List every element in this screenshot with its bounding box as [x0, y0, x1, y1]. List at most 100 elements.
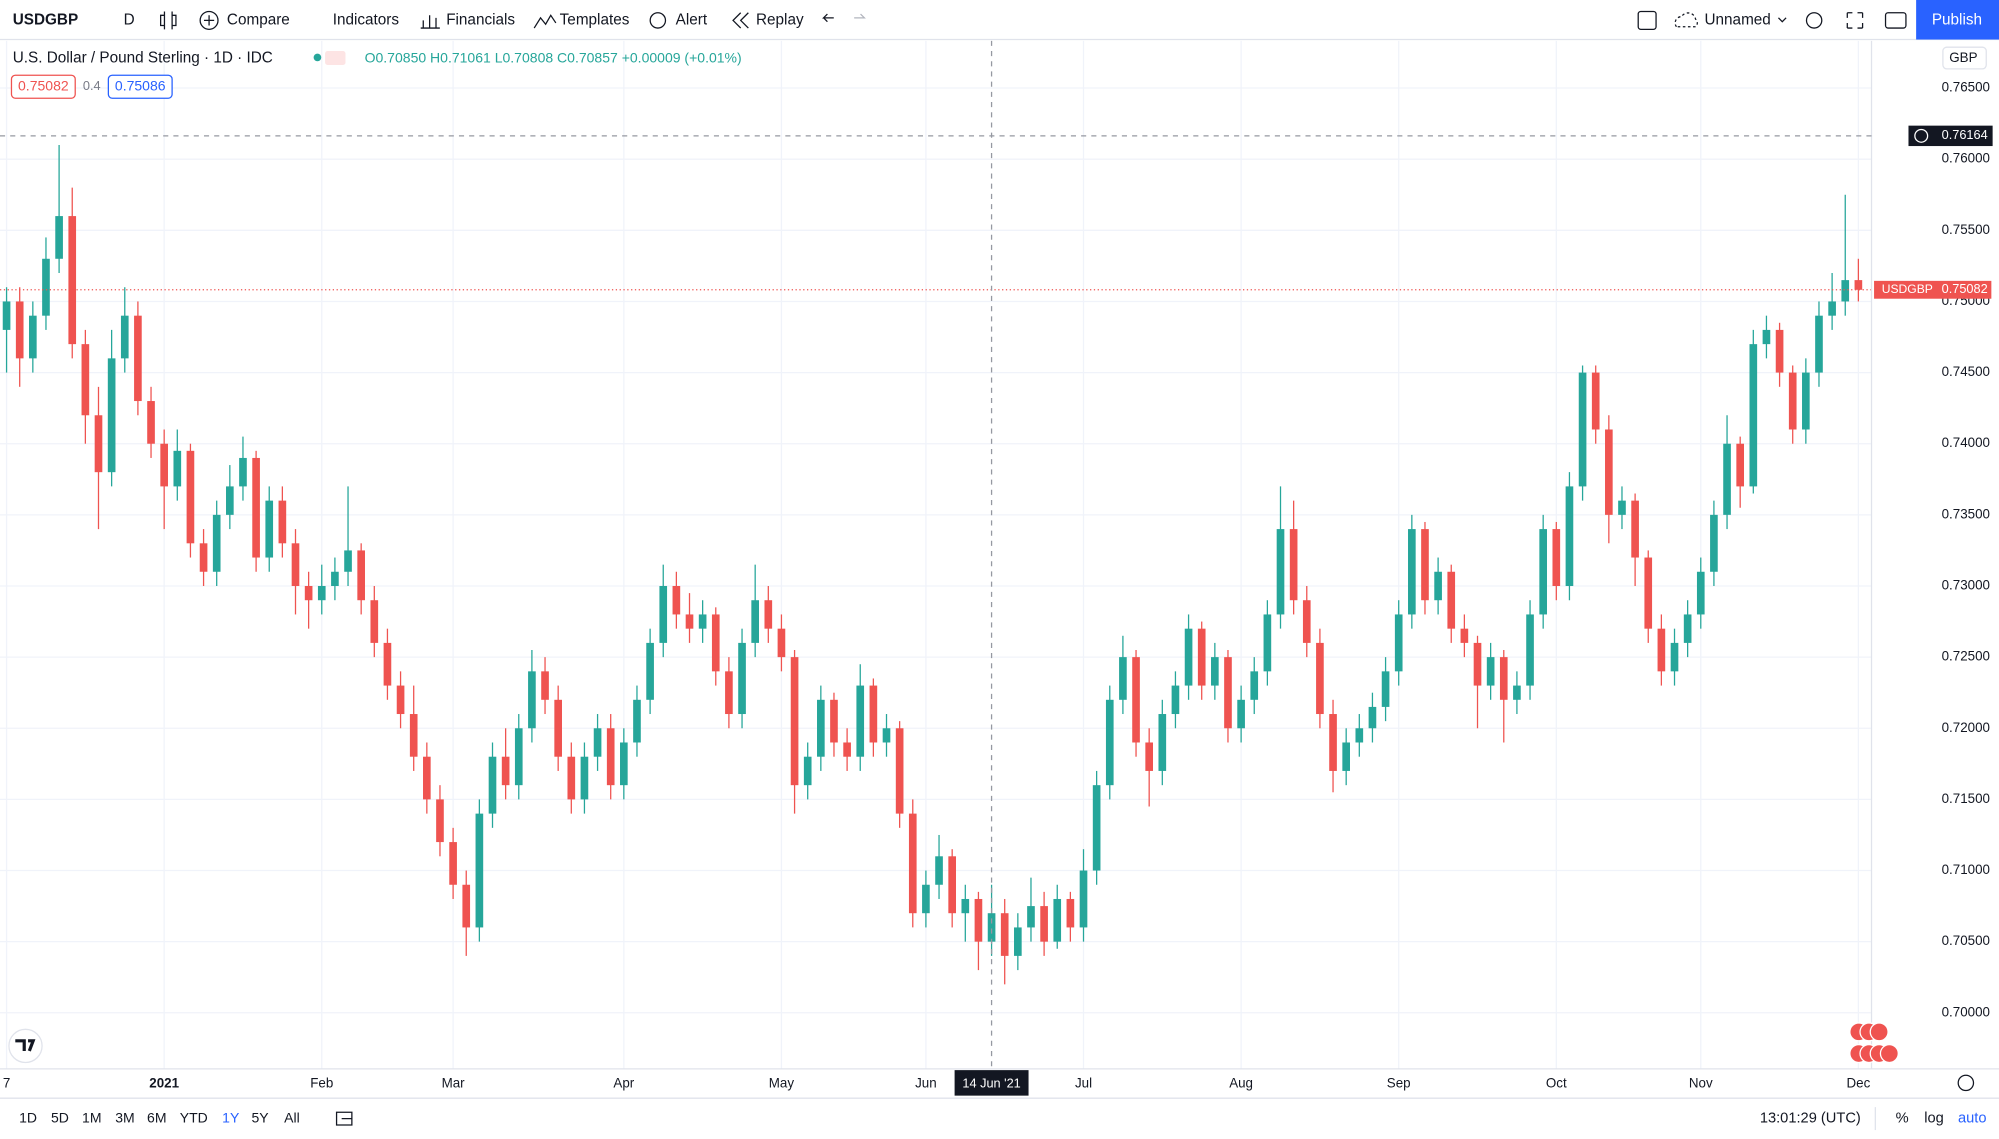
candle-body — [1802, 372, 1810, 430]
candle-body — [1736, 443, 1745, 487]
candle-body — [606, 728, 615, 786]
candle-body — [120, 315, 129, 359]
candle-body — [659, 585, 668, 643]
layout-caret[interactable] — [1777, 17, 1787, 23]
financials-icon[interactable] — [420, 15, 440, 29]
templates-icon[interactable] — [533, 14, 557, 29]
range-button[interactable]: 3M — [115, 1109, 134, 1125]
currency-box[interactable] — [1942, 46, 1987, 70]
range-button[interactable]: 5D — [51, 1109, 69, 1125]
chart-type-icon[interactable] — [159, 11, 177, 30]
toolbar-button[interactable]: Compare — [227, 11, 290, 28]
range-button[interactable]: 1Y — [222, 1109, 240, 1125]
range-button[interactable]: All — [284, 1109, 300, 1125]
candle-body — [160, 443, 168, 487]
candle-body — [1631, 500, 1639, 558]
toolbar-button[interactable]: Alert — [676, 11, 708, 28]
snapshot-icon[interactable] — [1884, 12, 1907, 29]
candle-body — [199, 543, 208, 572]
candle-body — [554, 699, 562, 757]
crosshair-plus[interactable] — [1914, 128, 1929, 143]
layout-icon[interactable] — [1637, 10, 1657, 30]
candle-body — [1670, 642, 1679, 672]
x-tick-label: Jul — [1075, 1076, 1092, 1091]
undo-icon[interactable] — [822, 13, 834, 23]
bid-box[interactable] — [10, 74, 76, 99]
candle-body — [226, 486, 234, 515]
scale-button[interactable]: % — [1896, 1110, 1909, 1126]
candle-body — [633, 699, 641, 743]
y-tick-label: 0.73500 — [1942, 506, 1990, 521]
candle-body — [1316, 642, 1324, 715]
candle-body — [1526, 614, 1534, 686]
range-button[interactable]: YTD — [180, 1109, 208, 1125]
events — [1849, 1022, 1899, 1064]
candle-body — [370, 600, 379, 643]
ask-box[interactable] — [107, 74, 173, 99]
candle-body — [107, 358, 116, 473]
candle-body — [580, 756, 589, 800]
settings-icon[interactable] — [1805, 12, 1823, 29]
candle-body — [1368, 706, 1377, 729]
symbol[interactable]: USDGBP — [13, 11, 78, 28]
candle-body — [291, 543, 300, 586]
scale-button[interactable]: log — [1924, 1110, 1944, 1126]
candle-body — [1513, 685, 1521, 700]
toolbar — [0, 0, 1999, 40]
candle-body — [711, 614, 720, 672]
candle-body — [396, 685, 405, 715]
range-button[interactable]: 6M — [147, 1109, 166, 1125]
toolbar-button[interactable]: Financials — [446, 11, 515, 28]
alert-icon[interactable] — [649, 12, 667, 29]
candle-body — [777, 628, 786, 658]
interval[interactable]: D — [124, 11, 135, 28]
replay-icon[interactable] — [732, 12, 749, 29]
candle-body — [869, 685, 878, 743]
candle-body — [1644, 557, 1653, 629]
scale-button[interactable]: auto — [1958, 1110, 1987, 1126]
toolbar-button[interactable]: Indicators — [333, 11, 400, 28]
candle-body — [646, 642, 654, 700]
ask[interactable]: 0.75086 — [115, 77, 166, 93]
candle-body — [1473, 642, 1482, 686]
publish-button[interactable] — [1916, 0, 1999, 40]
candle-body — [1762, 329, 1771, 345]
date-range-icon[interactable] — [335, 1111, 353, 1126]
toolbar-button[interactable]: Replay — [756, 11, 804, 28]
candle-body — [383, 642, 392, 686]
candle-body — [1434, 571, 1442, 601]
y-tick-label: 0.73000 — [1942, 578, 1990, 593]
candle-body — [1040, 906, 1048, 942]
compare-icon[interactable] — [199, 10, 219, 30]
candle-body — [1394, 614, 1403, 672]
candle-body — [423, 756, 431, 800]
candle-body — [1263, 614, 1272, 672]
candle-body — [239, 457, 247, 487]
candle-body — [265, 500, 274, 558]
layout-name[interactable]: Unnamed — [1705, 11, 1771, 28]
range-button[interactable]: 1D — [19, 1109, 37, 1125]
bid[interactable]: 0.75082 — [18, 77, 69, 93]
publish-label[interactable]: Publish — [1932, 11, 1982, 28]
candle-body — [1539, 529, 1548, 615]
currency[interactable]: GBP — [1949, 50, 1977, 65]
candle-body — [1079, 870, 1088, 928]
axis-settings-icon[interactable] — [1957, 1074, 1975, 1092]
range-button[interactable]: 5Y — [251, 1109, 269, 1125]
candle-body — [1027, 906, 1035, 928]
candle-body — [409, 714, 418, 757]
candle-body — [1552, 529, 1561, 586]
candle-body — [987, 913, 996, 942]
candle-body — [974, 898, 983, 942]
candle-body — [1854, 280, 1863, 290]
candle-body — [1184, 628, 1193, 686]
status-badge — [325, 51, 346, 66]
cloud-icon[interactable] — [1674, 12, 1698, 28]
y-tick-label: 0.74000 — [1942, 435, 1990, 450]
x-tick-label: 7 — [3, 1076, 10, 1091]
toolbar-button[interactable]: Templates — [560, 11, 630, 28]
candle-body — [1329, 714, 1337, 771]
candle-body — [1355, 728, 1364, 743]
fullscreen-icon[interactable] — [1846, 12, 1864, 29]
range-button[interactable]: 1M — [82, 1109, 101, 1125]
